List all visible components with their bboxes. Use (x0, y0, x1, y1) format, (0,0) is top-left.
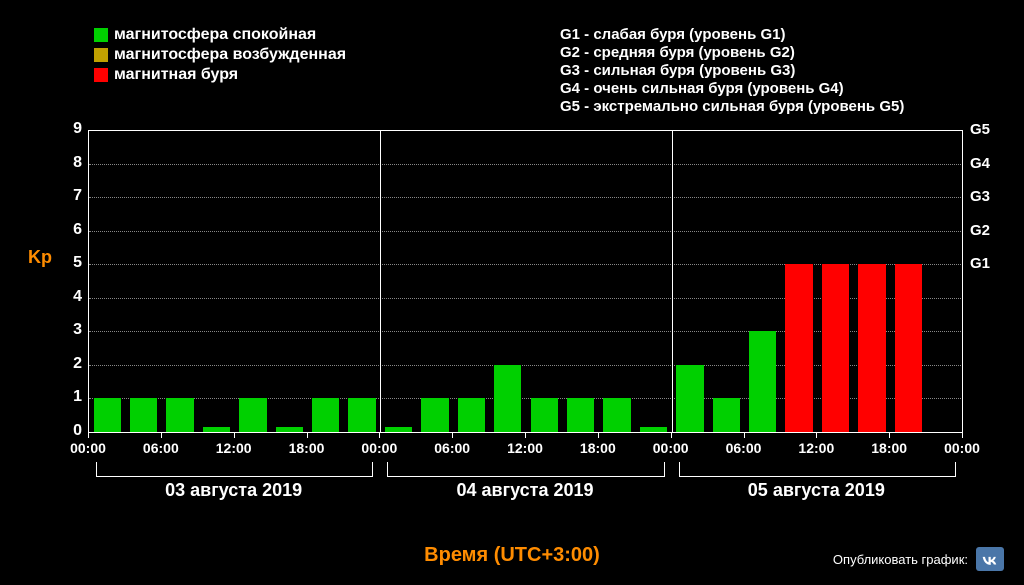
y-tick-label: 4 (64, 288, 82, 306)
bar (713, 398, 740, 432)
x-tick (889, 432, 890, 438)
x-tick (598, 432, 599, 438)
legend-right: G1 - слабая буря (уровень G1)G2 - средня… (560, 26, 904, 116)
bar (166, 398, 193, 432)
y-tick-label: 2 (64, 355, 82, 373)
bar (239, 398, 266, 432)
g-scale-description: G4 - очень сильная буря (уровень G4) (560, 80, 904, 97)
x-tick-label: 06:00 (136, 440, 186, 456)
x-tick (234, 432, 235, 438)
bar (749, 331, 776, 432)
day-label: 03 августа 2019 (96, 480, 371, 501)
legend-item: магнитная буря (94, 66, 346, 84)
x-tick-label: 06:00 (427, 440, 477, 456)
bar (130, 398, 157, 432)
publish-label: Опубликовать график: (833, 552, 968, 567)
x-tick (161, 432, 162, 438)
g-tick-label: G3 (970, 188, 990, 205)
y-tick-label: 7 (64, 187, 82, 205)
bar (494, 365, 521, 432)
bar (895, 264, 922, 432)
x-tick (816, 432, 817, 438)
x-tick-label: 00:00 (63, 440, 113, 456)
bar (640, 427, 667, 432)
bar (312, 398, 339, 432)
g-tick-label: G5 (970, 121, 990, 138)
y-tick-label: 6 (64, 221, 82, 239)
y-tick-label: 5 (64, 254, 82, 272)
g-scale-description: G2 - средняя буря (уровень G2) (560, 44, 904, 61)
bar (421, 398, 448, 432)
x-tick-label: 18:00 (864, 440, 914, 456)
grid-line (89, 231, 963, 232)
legend-swatch (94, 48, 108, 62)
legend-label: магнитосфера спокойная (114, 26, 316, 44)
g-scale-description: G3 - сильная буря (уровень G3) (560, 62, 904, 79)
bar (458, 398, 485, 432)
x-tick (307, 432, 308, 438)
plot-area (88, 130, 963, 433)
bar (203, 427, 230, 432)
y-tick-label: 8 (64, 154, 82, 172)
x-tick (744, 432, 745, 438)
bar (276, 427, 303, 432)
legend-label: магнитосфера возбужденная (114, 46, 346, 64)
bar (822, 264, 849, 432)
vk-share-button[interactable] (976, 547, 1004, 571)
x-tick (671, 432, 672, 438)
legend-left: магнитосфера спокойная магнитосфера возбу… (94, 26, 346, 86)
legend-item: магнитосфера спокойная (94, 26, 346, 44)
chart-container: магнитосфера спокойная магнитосфера возбу… (0, 0, 1024, 585)
y-tick-label: 0 (64, 422, 82, 440)
publish-area: Опубликовать график: (833, 547, 1004, 571)
legend-swatch (94, 28, 108, 42)
x-tick (962, 432, 963, 438)
x-tick-label: 18:00 (282, 440, 332, 456)
y-tick-label: 1 (64, 388, 82, 406)
g-scale-description: G5 - экстремально сильная буря (уровень … (560, 98, 904, 115)
g-scale-description: G1 - слабая буря (уровень G1) (560, 26, 904, 43)
legend-item: магнитосфера возбужденная (94, 46, 346, 64)
g-tick-label: G2 (970, 222, 990, 239)
vk-icon (980, 553, 1000, 565)
bar (858, 264, 885, 432)
x-tick-label: 12:00 (209, 440, 259, 456)
bar (676, 365, 703, 432)
y-tick-label: 9 (64, 120, 82, 138)
x-tick (525, 432, 526, 438)
x-tick-label: 00:00 (646, 440, 696, 456)
grid-line (89, 164, 963, 165)
legend-label: магнитная буря (114, 66, 238, 84)
day-bracket (679, 462, 956, 477)
bar (567, 398, 594, 432)
g-tick-label: G1 (970, 255, 990, 272)
bar (603, 398, 630, 432)
bar (385, 427, 412, 432)
panel-separator (672, 130, 673, 432)
x-tick-label: 00:00 (937, 440, 987, 456)
grid-line (89, 197, 963, 198)
x-tick (379, 432, 380, 438)
bar (531, 398, 558, 432)
bar (785, 264, 812, 432)
x-tick (88, 432, 89, 438)
x-tick-label: 18:00 (573, 440, 623, 456)
x-tick (452, 432, 453, 438)
panel-separator (380, 130, 381, 432)
x-tick-label: 12:00 (500, 440, 550, 456)
y-axis-label: Kp (28, 247, 52, 268)
x-tick-label: 06:00 (719, 440, 769, 456)
y-tick-label: 3 (64, 321, 82, 339)
bar (94, 398, 121, 432)
day-bracket (96, 462, 373, 477)
x-tick-label: 12:00 (791, 440, 841, 456)
legend-swatch (94, 68, 108, 82)
bar (348, 398, 375, 432)
g-tick-label: G4 (970, 155, 990, 172)
x-tick-label: 00:00 (354, 440, 404, 456)
day-bracket (387, 462, 664, 477)
day-label: 05 августа 2019 (679, 480, 954, 501)
day-label: 04 августа 2019 (387, 480, 662, 501)
